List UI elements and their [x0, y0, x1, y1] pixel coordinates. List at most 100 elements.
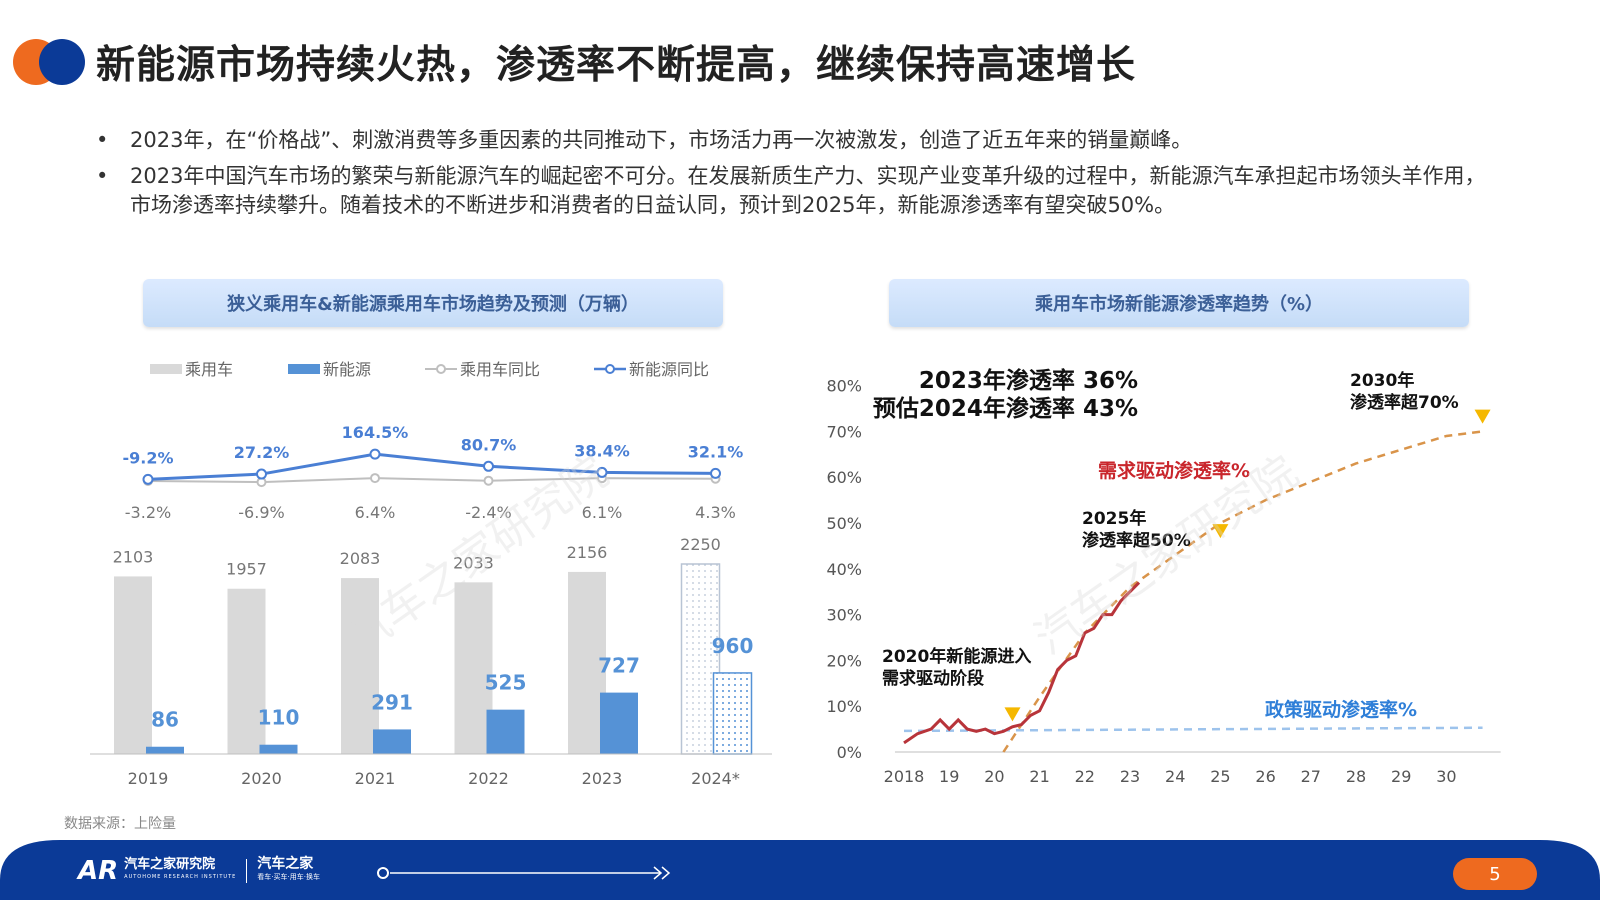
- bar-label-passenger: 1957: [226, 560, 267, 579]
- point-nev-yoy: [142, 473, 154, 485]
- x-tick-label: 2019: [128, 769, 169, 788]
- bar-label-passenger: 2250: [680, 535, 721, 554]
- bar-nev: [259, 744, 298, 754]
- milestone-2020-line1: 2020年新能源进入: [882, 646, 1031, 667]
- point-nev-yoy: [483, 460, 494, 472]
- data-source-note: 数据来源：上险量: [64, 816, 176, 832]
- demand-driven-label: 需求驱动渗透率%: [1098, 459, 1250, 482]
- x-tick-label: 22: [1075, 767, 1095, 786]
- bar-nev: [486, 709, 525, 754]
- y-tick-label: 60%: [826, 468, 862, 487]
- label-passenger-yoy: 6.1%: [582, 503, 623, 522]
- x-tick-label: 29: [1391, 767, 1411, 786]
- bar-label-nev: 291: [371, 690, 413, 714]
- line-demand-driven: [1002, 430, 1483, 753]
- x-tick-label: 2024*: [691, 769, 740, 788]
- x-tick-label: 2018: [884, 767, 925, 786]
- logo-mark: AR: [78, 856, 119, 886]
- bullet-list: • 2023年，在“价格战”、刺激消费等多重因素的共同推动下，市场活力再一次被激…: [96, 126, 1496, 227]
- right-chart-title: 乘用车市场新能源渗透率趋势（%）: [889, 279, 1469, 327]
- bar-nev: [712, 672, 753, 755]
- milestone-marker: [1004, 707, 1021, 722]
- y-tick-label: 10%: [826, 697, 862, 716]
- y-tick-label: 30%: [826, 606, 862, 625]
- milestone-2025-line2: 渗透率超50%: [1082, 530, 1191, 551]
- label-nev-yoy: -9.2%: [122, 448, 173, 467]
- line-series: [903, 430, 1483, 753]
- bullet-marker: •: [96, 128, 109, 152]
- label-nev-yoy: 27.2%: [234, 443, 290, 462]
- bar-passenger: [454, 582, 493, 754]
- bar-passenger: [341, 578, 379, 754]
- bar-label-passenger: 2103: [113, 547, 154, 566]
- bullet-text: 2023年中国汽车市场的繁荣与新能源汽车的崛起密不可分。在发展新质生产力、实现产…: [130, 164, 1486, 217]
- x-axis: 2019 2020 2021 2022 2023 2024*: [90, 753, 772, 788]
- line-nev-yoy: [147, 452, 716, 481]
- x-tick-label: 21: [1029, 767, 1049, 786]
- label-passenger-yoy: 6.4%: [355, 503, 396, 522]
- y-tick-label: 40%: [826, 560, 862, 579]
- penetration-trend-chart: 0% 10% 20% 30% 40% 50% 60% 70% 80% 2018 19 20 21 22 23…: [826, 367, 1501, 786]
- milestone-2020-line2: 需求驱动阶段: [882, 668, 984, 689]
- bullet-item: • 2023年中国汽车市场的繁荣与新能源汽车的崛起密不可分。在发展新质生产力、实…: [96, 162, 1496, 220]
- x-tick-label: 24: [1165, 767, 1185, 786]
- label-nev-yoy: 38.4%: [574, 441, 630, 460]
- headline-2024: 预估2024年渗透率 43%: [873, 395, 1138, 422]
- yoy-lines: -3.2% -6.9% 6.4% -2.4% 6.1% 4.3% -9.2% 27.2% 164…: [122, 423, 743, 522]
- bullet-marker: •: [96, 164, 109, 188]
- x-tick-label: 25: [1210, 767, 1230, 786]
- legend-label: 乘用车同比: [460, 360, 540, 379]
- legend-swatch-nev: [288, 364, 320, 374]
- x-tick-label: 30: [1436, 767, 1456, 786]
- footer-brand-sub: AUTOHOME RESEARCH INSTITUTE: [124, 874, 237, 880]
- x-tick-label: 2020: [241, 769, 282, 788]
- bar-nev: [146, 746, 184, 754]
- x-tick-label: 2022: [468, 769, 509, 788]
- point-passenger-yoy: [483, 475, 494, 486]
- headline-2023: 2023年渗透率 36%: [919, 367, 1138, 394]
- bar-label-nev: 727: [598, 654, 640, 678]
- bar-label-passenger: 2156: [567, 543, 608, 562]
- label-passenger-yoy: -3.2%: [125, 503, 171, 522]
- label-passenger-yoy: -6.9%: [238, 503, 284, 522]
- point-nev-yoy: [256, 468, 267, 480]
- label-nev-yoy: 32.1%: [688, 442, 744, 461]
- label-nev-yoy: 80.7%: [461, 435, 517, 454]
- x-tick-label: 26: [1255, 767, 1275, 786]
- footer-brand: 汽车之家研究院: [124, 857, 216, 872]
- x-tick-label: 27: [1301, 767, 1321, 786]
- bar-label-nev: 110: [258, 706, 300, 730]
- chart-legend: 乘用车 新能源 乘用车同比 新能源同比: [150, 360, 709, 379]
- legend-label: 新能源: [323, 360, 371, 379]
- legend-marker: [436, 364, 446, 374]
- x-tick-label: 20: [984, 767, 1004, 786]
- annotations: 2023年渗透率 36%预估2024年渗透率 43% 需求驱动渗透率% 政策驱动渗透…: [873, 367, 1491, 722]
- milestone-2030-line1: 2030年: [1350, 370, 1414, 391]
- milestone-2025-line1: 2025年: [1082, 508, 1146, 529]
- label-passenger-yoy: 4.3%: [695, 503, 736, 522]
- x-tick-label: 23: [1120, 767, 1140, 786]
- page-title: 新能源市场持续火热，渗透率不断提高，继续保持高速增长: [96, 43, 1137, 88]
- point-nev-yoy: [369, 448, 381, 460]
- bar-nev: [373, 729, 411, 754]
- x-tick-label: 19: [939, 767, 959, 786]
- legend-label: 新能源同比: [629, 360, 709, 379]
- point-nev-yoy: [710, 467, 721, 479]
- x-tick-label: 2021: [355, 769, 396, 788]
- y-tick-label: 70%: [826, 422, 862, 441]
- x-tick-label: 28: [1346, 767, 1366, 786]
- y-tick-label: 20%: [826, 651, 862, 670]
- bar-label-passenger: 2033: [453, 553, 494, 572]
- sales-trend-chart: 乘用车 新能源 乘用车同比 新能源同比 -3.2% -6.9% 6.4% -2.4% 6.1%…: [90, 360, 772, 788]
- point-nev-yoy: [596, 466, 608, 478]
- milestone-2030-line2: 渗透率超70%: [1350, 392, 1459, 413]
- footer-logo: AR 汽车之家研究院 AUTOHOME RESEARCH INSTITUTE 汽…: [78, 856, 320, 886]
- brand-dots-logo: [13, 39, 85, 85]
- point-passenger-yoy: [370, 473, 380, 484]
- left-chart-title: 狭义乘用车&新能源乘用车市场趋势及预测（万辆）: [143, 279, 723, 327]
- line-passenger-yoy: [147, 477, 716, 484]
- y-tick-label: 50%: [826, 514, 862, 533]
- axes: 0% 10% 20% 30% 40% 50% 60% 70% 80% 2018 19 20 21 22 23…: [826, 377, 1501, 786]
- bullet-item: • 2023年，在“价格战”、刺激消费等多重因素的共同推动下，市场活力再一次被激…: [96, 126, 1496, 155]
- bar-passenger: [227, 588, 266, 754]
